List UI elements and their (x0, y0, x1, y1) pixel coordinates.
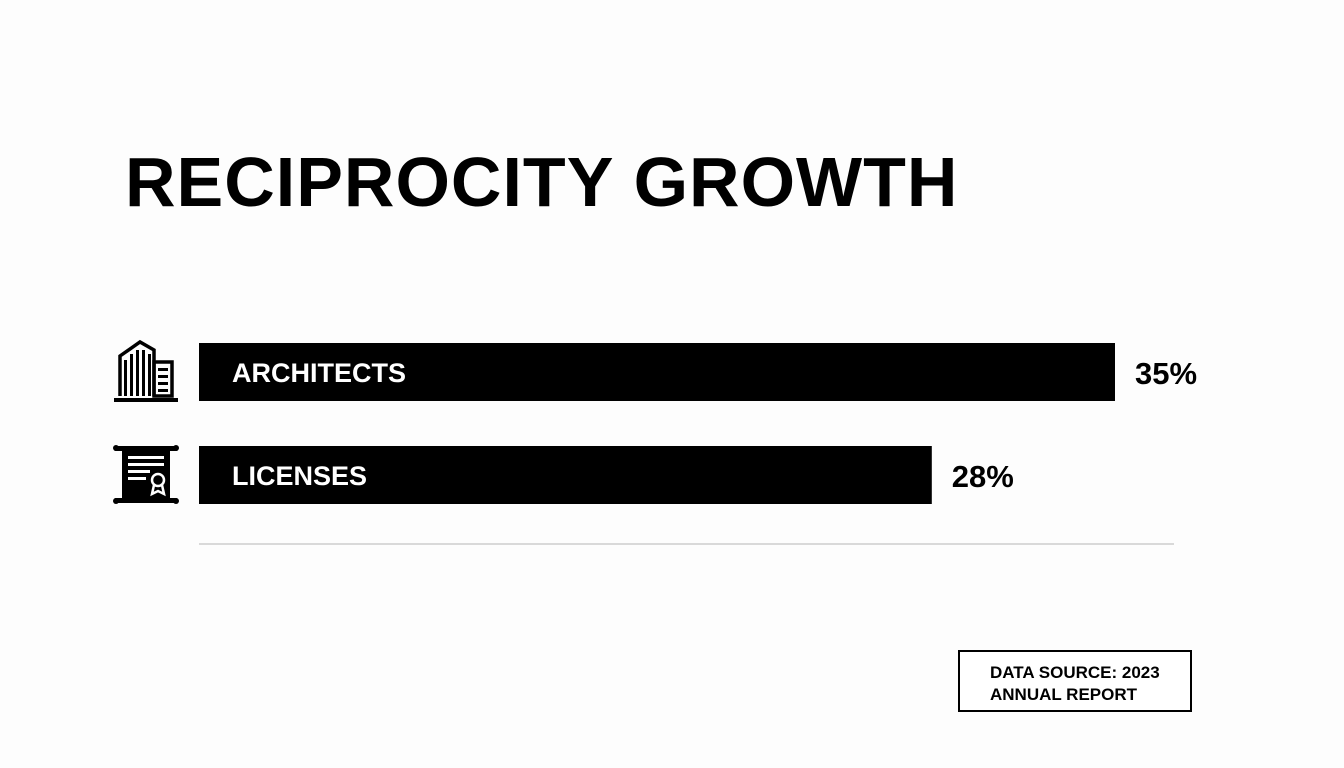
value-label-licenses: 28% (952, 459, 1014, 494)
certificate-icon (113, 445, 179, 504)
category-label-architects: ARCHITECTS (232, 358, 406, 388)
category-label-licenses: LICENSES (232, 461, 367, 491)
chart-title: RECIPROCITY GROWTH (125, 143, 959, 221)
data-source-line-2: ANNUAL REPORT (990, 685, 1138, 704)
value-label-architects: 35% (1135, 356, 1197, 391)
bar-licenses (199, 446, 932, 504)
data-source-box: DATA SOURCE: 2023 ANNUAL REPORT (958, 650, 1192, 712)
data-source-line-1: DATA SOURCE: 2023 (990, 663, 1160, 682)
bar-architects (199, 343, 1115, 401)
building-icon (114, 339, 178, 402)
